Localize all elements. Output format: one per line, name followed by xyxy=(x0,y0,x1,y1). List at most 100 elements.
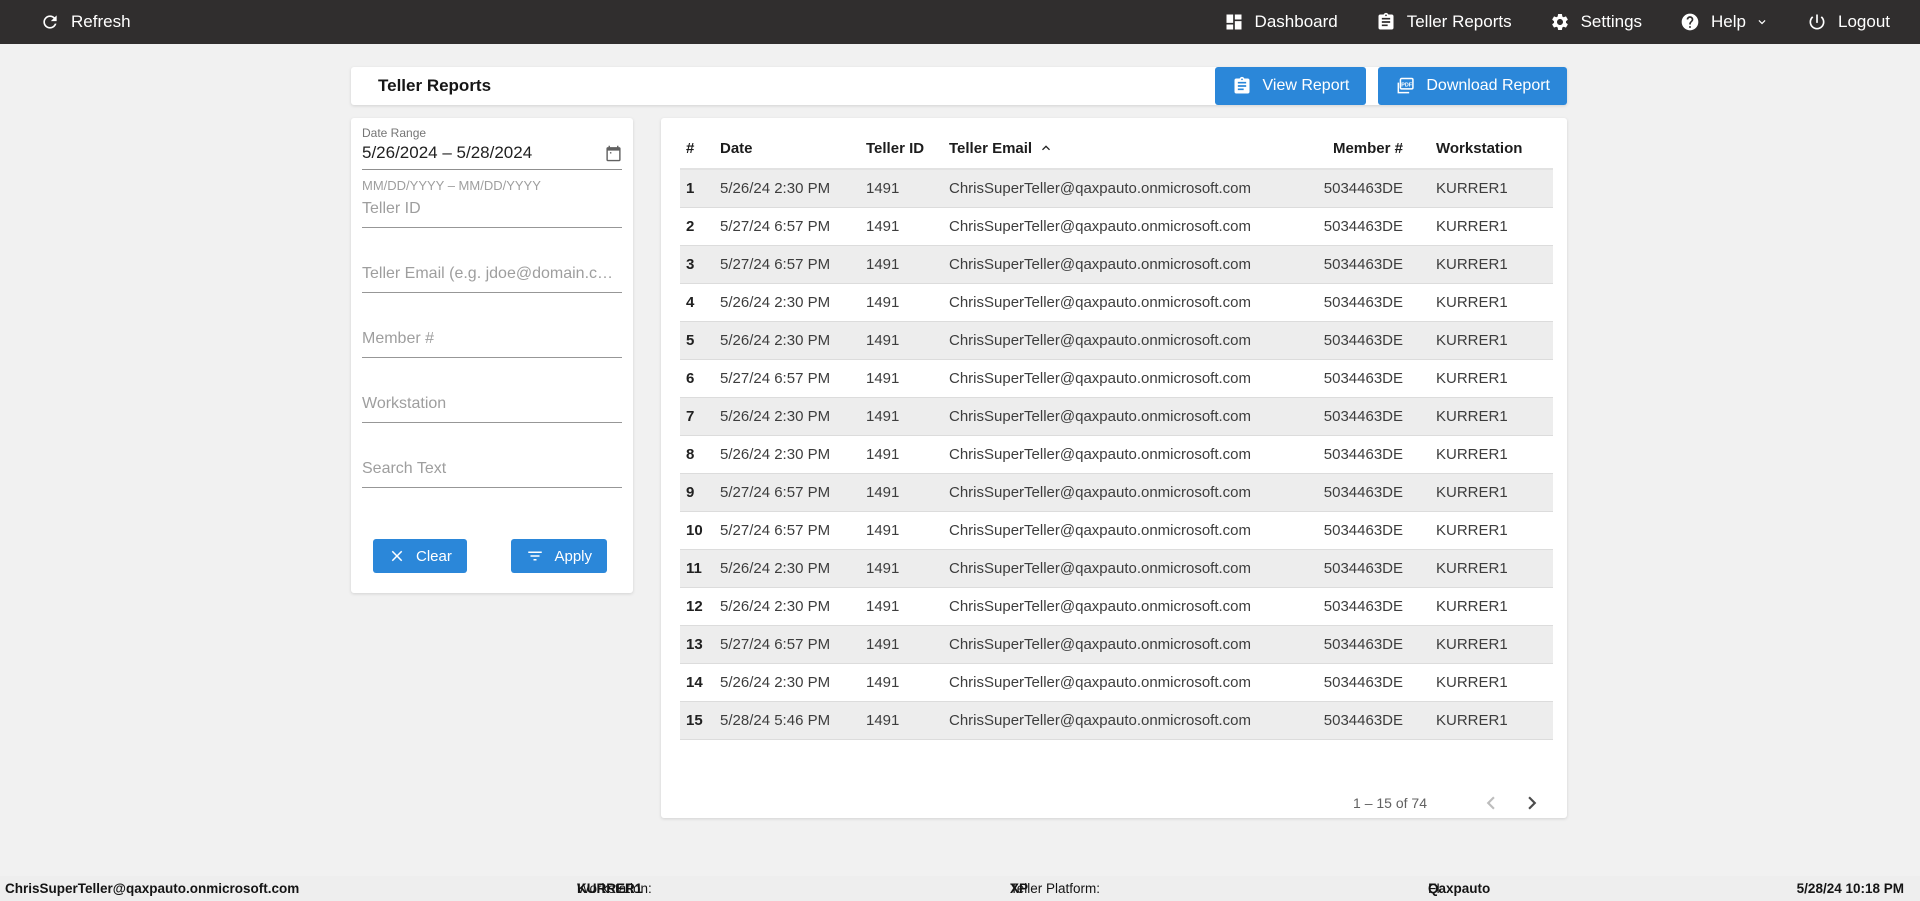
clipboard-icon xyxy=(1232,76,1252,96)
cell-workstation: KURRER1 xyxy=(1436,446,1508,463)
column-header-teller-email[interactable]: Teller Email xyxy=(949,140,1293,157)
cell-member: 5034463DE xyxy=(1323,370,1403,387)
table-row[interactable]: 12 5/26/24 2:30 PM 1491 ChrisSuperTeller… xyxy=(680,588,1553,626)
clear-button[interactable]: Clear xyxy=(373,539,467,573)
table-row[interactable]: 7 5/26/24 2:30 PM 1491 ChrisSuperTeller@… xyxy=(680,398,1553,436)
view-report-button[interactable]: View Report xyxy=(1214,67,1367,105)
table-row[interactable]: 3 5/27/24 6:57 PM 1491 ChrisSuperTeller@… xyxy=(680,246,1553,284)
cell-teller-id: 1491 xyxy=(866,256,900,273)
cell-workstation: KURRER1 xyxy=(1436,370,1508,387)
workstation-field xyxy=(362,395,622,423)
table-row[interactable]: 6 5/27/24 6:57 PM 1491 ChrisSuperTeller@… xyxy=(680,360,1553,398)
cell-num: 6 xyxy=(686,370,695,387)
top-navbar: Refresh Dashboard Teller Reports Setting… xyxy=(0,0,1920,44)
cell-num: 15 xyxy=(686,712,703,729)
cell-member: 5034463DE xyxy=(1323,598,1403,615)
status-teller-email: ChrisSuperTeller@qaxpauto.onmicrosoft.co… xyxy=(5,881,300,896)
apply-label: Apply xyxy=(554,547,592,565)
table-row[interactable]: 1 5/26/24 2:30 PM 1491 ChrisSuperTeller@… xyxy=(680,170,1553,208)
cell-workstation: KURRER1 xyxy=(1436,712,1508,729)
cell-teller-id: 1491 xyxy=(866,560,900,577)
column-header-member[interactable]: Member # xyxy=(1332,139,1403,157)
cell-member: 5034463DE xyxy=(1323,256,1403,273)
cell-date: 5/27/24 6:57 PM xyxy=(720,218,831,235)
cell-teller-id: 1491 xyxy=(866,484,900,501)
cell-date: 5/26/24 2:30 PM xyxy=(720,408,831,425)
calendar-icon[interactable] xyxy=(605,145,622,162)
cell-num: 2 xyxy=(686,218,695,235)
cell-teller-id: 1491 xyxy=(866,598,900,615)
cell-num: 14 xyxy=(686,674,703,691)
view-report-label: View Report xyxy=(1262,77,1350,94)
filter-icon xyxy=(526,547,544,565)
nav-item-dashboard[interactable]: Dashboard xyxy=(1224,12,1338,32)
search-text-input[interactable] xyxy=(362,460,622,488)
status-bar: ChrisSuperTeller@qaxpauto.onmicrosoft.co… xyxy=(0,876,1920,901)
date-range-hint: MM/DD/YYYY – MM/DD/YYYY xyxy=(362,178,541,193)
cell-teller-email: ChrisSuperTeller@qaxpauto.onmicrosoft.co… xyxy=(949,522,1252,539)
status-fi: FI: Qaxpauto xyxy=(1428,876,1490,901)
cell-date: 5/27/24 6:57 PM xyxy=(720,522,831,539)
cell-num: 1 xyxy=(686,180,695,197)
table-row[interactable]: 13 5/27/24 6:57 PM 1491 ChrisSuperTeller… xyxy=(680,626,1553,664)
nav-item-logout[interactable]: Logout xyxy=(1807,12,1890,32)
cell-num: 5 xyxy=(686,332,695,349)
table-row[interactable]: 10 5/27/24 6:57 PM 1491 ChrisSuperTeller… xyxy=(680,512,1553,550)
power-icon xyxy=(1807,12,1827,32)
cell-teller-id: 1491 xyxy=(866,446,900,463)
cell-teller-email: ChrisSuperTeller@qaxpauto.onmicrosoft.co… xyxy=(949,636,1252,653)
nav-item-teller-reports[interactable]: Teller Reports xyxy=(1376,12,1512,32)
cell-teller-id: 1491 xyxy=(866,218,900,235)
column-header-label: Teller Email xyxy=(949,139,1033,157)
cell-date: 5/27/24 6:57 PM xyxy=(720,370,831,387)
column-header-workstation[interactable]: Workstation xyxy=(1436,139,1523,157)
cell-workstation: KURRER1 xyxy=(1436,180,1508,197)
cell-teller-email: ChrisSuperTeller@qaxpauto.onmicrosoft.co… xyxy=(949,598,1252,615)
nav-item-label: Settings xyxy=(1580,12,1643,31)
table-row[interactable]: 11 5/26/24 2:30 PM 1491 ChrisSuperTeller… xyxy=(680,550,1553,588)
column-header-teller-id[interactable]: Teller ID xyxy=(866,139,925,157)
cell-num: 3 xyxy=(686,256,695,273)
status-platform-label: Teller Platform: xyxy=(1010,881,1101,896)
teller-id-input[interactable] xyxy=(362,200,622,228)
nav-item-settings[interactable]: Settings xyxy=(1550,12,1642,32)
cell-num: 4 xyxy=(686,294,695,311)
cell-teller-email: ChrisSuperTeller@qaxpauto.onmicrosoft.co… xyxy=(949,712,1252,729)
download-report-button[interactable]: PDF Download Report xyxy=(1378,67,1567,105)
cell-teller-id: 1491 xyxy=(866,332,900,349)
workstation-input[interactable] xyxy=(362,395,622,423)
date-range-input[interactable] xyxy=(362,143,605,163)
next-page-button[interactable] xyxy=(1519,790,1545,816)
refresh-button[interactable]: Refresh xyxy=(40,12,131,32)
apply-button[interactable]: Apply xyxy=(511,539,607,573)
clear-label: Clear xyxy=(416,547,452,565)
table-row[interactable]: 15 5/28/24 5:46 PM 1491 ChrisSuperTeller… xyxy=(680,702,1553,740)
table-row[interactable]: 5 5/26/24 2:30 PM 1491 ChrisSuperTeller@… xyxy=(680,322,1553,360)
status-workstation: Workstation: KURRER1 xyxy=(577,876,652,901)
table-row[interactable]: 14 5/26/24 2:30 PM 1491 ChrisSuperTeller… xyxy=(680,664,1553,702)
cell-num: 11 xyxy=(686,560,702,577)
cell-teller-email: ChrisSuperTeller@qaxpauto.onmicrosoft.co… xyxy=(949,218,1252,235)
table-row[interactable]: 8 5/26/24 2:30 PM 1491 ChrisSuperTeller@… xyxy=(680,436,1553,474)
column-header-num[interactable]: # xyxy=(686,139,695,157)
svg-text:PDF: PDF xyxy=(1402,82,1414,88)
cell-member: 5034463DE xyxy=(1323,712,1403,729)
nav-item-help[interactable]: Help xyxy=(1680,12,1769,32)
cell-workstation: KURRER1 xyxy=(1436,636,1508,653)
table-row[interactable]: 9 5/27/24 6:57 PM 1491 ChrisSuperTeller@… xyxy=(680,474,1553,512)
pagination: 1 – 15 of 74 xyxy=(1353,790,1545,816)
column-header-date[interactable]: Date xyxy=(720,139,753,157)
table-row[interactable]: 2 5/27/24 6:57 PM 1491 ChrisSuperTeller@… xyxy=(680,208,1553,246)
member-number-input[interactable] xyxy=(362,330,622,358)
cell-workstation: KURRER1 xyxy=(1436,408,1508,425)
cell-num: 12 xyxy=(686,598,703,615)
previous-page-button[interactable] xyxy=(1478,790,1504,816)
cell-teller-id: 1491 xyxy=(866,712,900,729)
status-workstation-value: KURRER1 xyxy=(577,881,643,896)
teller-email-input[interactable] xyxy=(362,265,622,293)
cell-member: 5034463DE xyxy=(1323,522,1403,539)
cell-teller-email: ChrisSuperTeller@qaxpauto.onmicrosoft.co… xyxy=(949,408,1252,425)
cell-num: 9 xyxy=(686,484,695,501)
table-row[interactable]: 4 5/26/24 2:30 PM 1491 ChrisSuperTeller@… xyxy=(680,284,1553,322)
cell-member: 5034463DE xyxy=(1323,294,1403,311)
